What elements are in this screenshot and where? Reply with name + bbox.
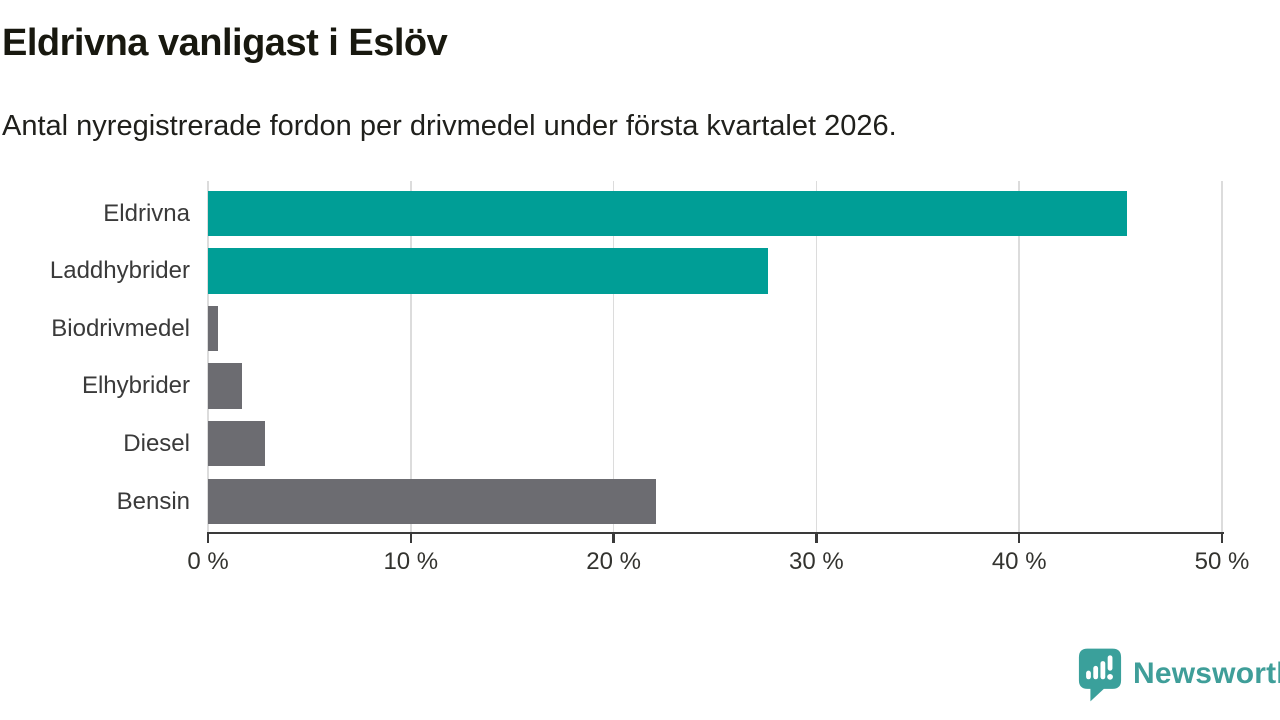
bar-elhybrider — [208, 363, 243, 409]
x-tick-50 — [1220, 534, 1224, 543]
plot-area — [207, 181, 1223, 532]
bar-biodrivmedel — [208, 305, 219, 352]
brand-name: Newsworthy — [1133, 657, 1280, 690]
brand-footer[interactable]: Newsworthy — [1077, 648, 1280, 701]
x-tick-label-40: 40 % — [991, 548, 1047, 575]
x-tick-label-10: 10 % — [383, 548, 439, 575]
category-label-laddhybrider: Laddhybrider — [49, 257, 190, 285]
category-label-eldrivna: Eldrivna — [103, 199, 190, 227]
x-tick-40 — [1017, 534, 1021, 543]
category-label-elhybrider: Elhybrider — [81, 372, 190, 400]
category-axis: Eldrivna Laddhybrider Biodrivmedel Elhybrid… — [0, 181, 190, 532]
bar-bensin — [208, 478, 657, 524]
bar-eldrivna — [208, 190, 1127, 236]
x-tick-label-20: 20 % — [586, 548, 641, 575]
x-tick-20 — [612, 534, 615, 543]
category-label-biodrivmedel: Biodrivmedel — [51, 314, 190, 342]
category-label-bensin: Bensin — [116, 487, 190, 515]
chart-subtitle: Antal nyregistrerade fordon per drivmede… — [2, 110, 897, 142]
gridline-50 — [1221, 181, 1223, 532]
x-tick-30 — [815, 534, 818, 543]
x-tick-10 — [409, 534, 413, 543]
x-tick-label-0: 0 % — [187, 548, 229, 575]
bar-laddhybrider — [208, 248, 768, 294]
x-tick-0 — [206, 534, 210, 543]
chart-title: Eldrivna vanligast i Eslöv — [2, 22, 448, 64]
gridline-20 — [612, 181, 615, 532]
gridline-40 — [1018, 181, 1020, 532]
bar-diesel — [208, 420, 265, 467]
gridline-10 — [410, 181, 412, 532]
gridline-30 — [815, 181, 818, 532]
x-tick-label-30: 30 % — [789, 548, 844, 575]
gridline-0 — [207, 181, 209, 532]
newsworthy-logo-icon — [1078, 648, 1122, 701]
category-label-diesel: Diesel — [123, 429, 190, 457]
x-tick-label-50: 50 % — [1194, 548, 1250, 575]
x-axis-line — [206, 531, 1224, 534]
